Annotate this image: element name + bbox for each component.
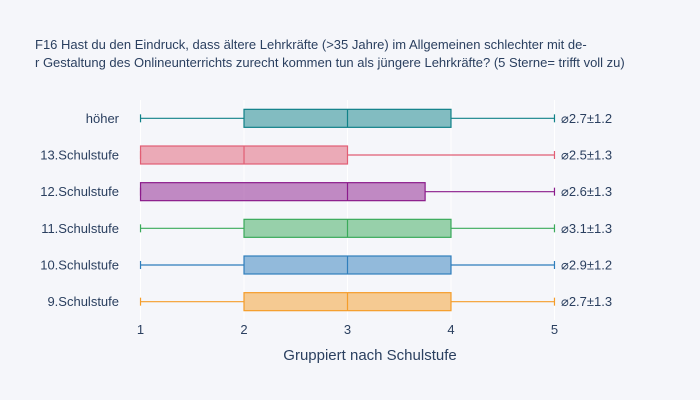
mean-sd-annotation: ⌀2.6±1.3: [561, 184, 612, 199]
x-tick-label: 4: [447, 322, 454, 337]
mean-sd-annotation: ⌀2.5±1.3: [561, 148, 612, 163]
mean-sd-annotation: ⌀2.7±1.3: [561, 294, 612, 309]
x-tick-label: 1: [137, 322, 144, 337]
chart-title-line-1: F16 Hast du den Eindruck, dass ältere Le…: [35, 37, 587, 52]
x-tick-label: 5: [551, 322, 558, 337]
y-category-label: höher: [86, 111, 120, 126]
y-category-label: 9.Schulstufe: [47, 294, 119, 309]
y-category-label: 12.Schulstufe: [40, 184, 119, 199]
x-axis-label: Gruppiert nach Schulstufe: [283, 347, 456, 364]
x-tick-label: 2: [240, 322, 247, 337]
y-category-label: 11.Schulstufe: [41, 221, 119, 236]
mean-sd-annotation: ⌀2.9±1.2: [561, 258, 612, 273]
x-tick-label: 3: [344, 322, 351, 337]
mean-sd-annotation: ⌀2.7±1.2: [561, 111, 612, 126]
mean-sd-annotation: ⌀3.1±1.3: [561, 221, 612, 236]
y-category-label: 13.Schulstufe: [40, 148, 119, 163]
iqr-box: [139, 182, 426, 202]
chart-title-line-2: r Gestaltung des Onlineunterrichts zurec…: [35, 55, 625, 70]
y-category-label: 10.Schulstufe: [40, 258, 119, 273]
